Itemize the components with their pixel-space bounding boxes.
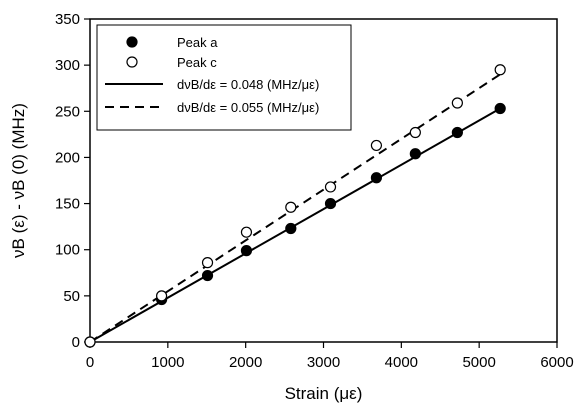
legend-box [96, 24, 352, 131]
data-point-peak-a [409, 148, 421, 160]
data-point-peak-a [494, 102, 506, 115]
data-point-peak-a [285, 222, 297, 235]
y-axis: 0 50 100 150 200 250 300 350 [55, 11, 90, 351]
x-tick-label: 1000 [151, 354, 184, 371]
data-point-peak-a [370, 172, 383, 184]
x-tick-label: 3000 [307, 354, 340, 371]
y-tick-label: 50 [63, 288, 80, 305]
y-tick-label: 200 [55, 149, 80, 166]
data-point-peak-c [84, 336, 96, 348]
y-tick-label: 100 [55, 242, 80, 259]
data-point-peak-a [201, 269, 214, 282]
legend-label: Peak a [177, 35, 218, 50]
legend: Peak a Peak c dνB/dε = 0.048 (MHz/με) dνB/d… [96, 24, 352, 131]
data-point-peak-c [324, 181, 337, 193]
data-point-peak-a [324, 197, 337, 210]
x-axis: 0 1000 2000 3000 4000 5000 6000 [86, 342, 574, 371]
data-point-peak-c [240, 226, 253, 238]
x-tick-label: 5000 [462, 354, 495, 371]
series-layer [84, 64, 506, 348]
y-tick-label: 350 [55, 11, 80, 28]
x-tick-label: 4000 [385, 354, 418, 371]
data-point-peak-c [370, 139, 383, 152]
data-point-peak-c [494, 64, 506, 76]
x-tick-label: 2000 [229, 354, 262, 371]
y-tick-label: 300 [55, 57, 80, 74]
data-point-peak-c [409, 126, 421, 139]
data-point-peak-c [451, 97, 463, 109]
data-point-peak-a [240, 245, 253, 257]
legend-label: dνB/dε = 0.055 (MHz/με) [177, 100, 319, 115]
x-tick-label: 0 [86, 354, 94, 371]
x-tick-label: 6000 [540, 354, 573, 371]
data-point-peak-c [285, 201, 297, 213]
y-tick-label: 150 [55, 196, 80, 213]
legend-label: dνB/dε = 0.048 (MHz/με) [177, 77, 319, 92]
legend-marker [126, 56, 138, 68]
y-tick-label: 0 [72, 334, 80, 351]
x-axis-title: Strain (με) [285, 384, 363, 403]
legend-marker [126, 36, 138, 48]
data-point-peak-c [201, 257, 214, 269]
y-axis-title: νB (ε) - νB (0) (MHz) [9, 103, 28, 258]
data-point-peak-a [451, 126, 463, 139]
legend-label: Peak c [177, 55, 217, 70]
data-point-peak-c [156, 290, 168, 302]
y-tick-label: 250 [55, 103, 80, 120]
